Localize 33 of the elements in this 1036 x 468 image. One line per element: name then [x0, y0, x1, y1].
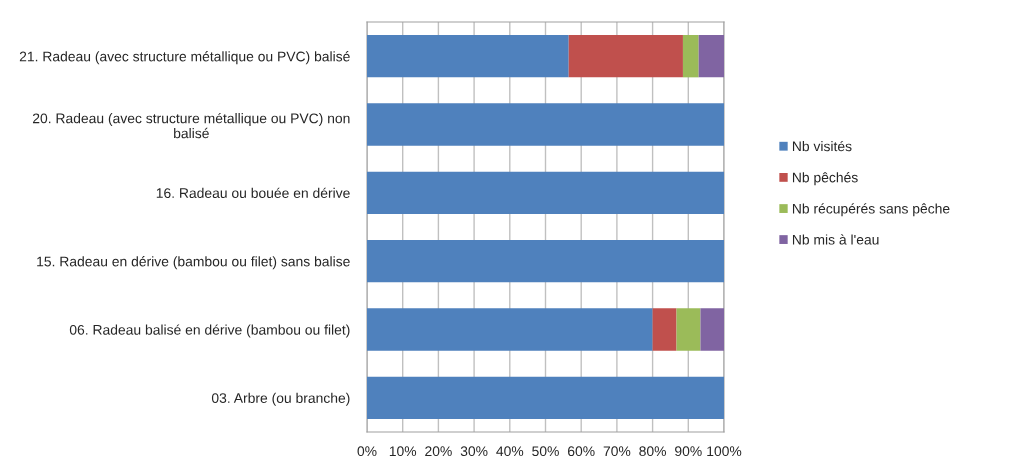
bar: [652, 308, 677, 351]
bar: [367, 34, 569, 78]
bar: [568, 34, 683, 78]
bar: [682, 34, 699, 78]
legend-label: Nb visités: [792, 140, 852, 152]
x-tick-label: 0%: [357, 446, 377, 457]
y-tick-label: 20. Radeau (avec structure métallique ou PVC) non balisé: [32, 112, 350, 139]
bar: [700, 308, 724, 351]
legend-label: Nb mis à l'eau: [792, 234, 879, 245]
bar: [367, 103, 724, 146]
x-tick-label: 20%: [425, 446, 452, 457]
y-tick-label: 15. Radeau en dérive (bambou ou filet) sans balise: [37, 256, 350, 270]
x-tick-label: 30%: [460, 446, 488, 457]
x-tick-label: 100%: [707, 446, 742, 457]
y-tick-label: 21. Radeau (avec structure métallique ou PVC) balisé: [19, 51, 350, 65]
x-tick-label: 50%: [532, 446, 559, 457]
x-tick-label: 90%: [675, 446, 702, 457]
bar: [367, 308, 653, 351]
x-tick-label: 80%: [639, 446, 667, 457]
bar: [367, 239, 724, 283]
bar: [676, 308, 701, 351]
x-tick-label: 70%: [603, 446, 631, 457]
x-tick-label: 40%: [496, 446, 524, 457]
y-tick-label: 06. Radeau balisé en dérive (bambou ou filet): [69, 324, 350, 338]
bar: [367, 171, 724, 215]
bar: [698, 34, 724, 78]
x-tick-label: 60%: [568, 446, 595, 457]
bar: [367, 376, 724, 420]
y-tick-label: 16. Radeau ou bouée en dérive: [156, 187, 350, 198]
y-tick-label: 03. Arbre (ou branche): [211, 392, 350, 406]
legend-label: Nb pêchés: [792, 172, 858, 186]
x-tick-label: 10%: [389, 446, 417, 457]
legend-label: Nb récupérés sans pêche: [792, 203, 950, 217]
